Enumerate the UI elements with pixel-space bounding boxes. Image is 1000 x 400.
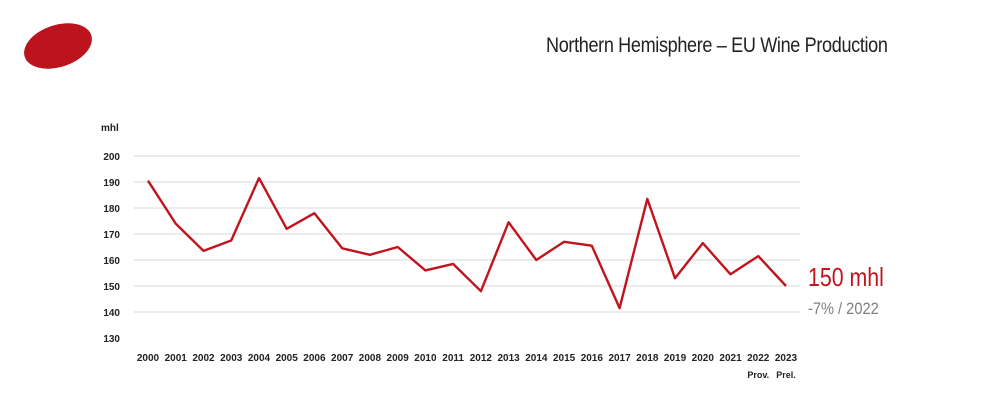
page-title: Northern Hemisphere – EU Wine Production <box>546 34 888 57</box>
x-tick-label: 2008 <box>359 353 382 364</box>
x-tick-label: 2009 <box>387 353 410 364</box>
x-tick-label: 2011 <box>442 353 464 364</box>
x-tick-label: 2021 <box>719 353 742 364</box>
x-tick-note: Prov. <box>747 370 769 380</box>
x-tick-label: 2010 <box>414 353 437 364</box>
series-line <box>146 176 787 310</box>
x-tick-label: 2005 <box>276 353 299 364</box>
x-tick-label: 2002 <box>192 353 215 364</box>
x-tick-label: 2018 <box>636 353 659 364</box>
x-tick-label: 2007 <box>331 353 354 364</box>
x-tick-label: 2022 <box>747 353 770 364</box>
x-tick-label: 2016 <box>581 353 604 364</box>
x-tick-label: 2001 <box>165 353 188 364</box>
y-tick-label: 190 <box>103 178 120 189</box>
x-tick-label: 2013 <box>497 353 520 364</box>
y-tick-label: 150 <box>103 282 120 293</box>
y-tick-label: 130 <box>103 334 120 345</box>
x-tick-label: 2003 <box>220 353 243 364</box>
y-axis-unit-label: mhl <box>101 123 119 134</box>
x-tick-label: 2004 <box>248 353 271 364</box>
y-tick-label: 170 <box>103 230 120 241</box>
x-tick-note: Prel. <box>776 370 796 380</box>
x-tick-label: 2014 <box>525 353 548 364</box>
y-tick-label: 140 <box>103 308 120 319</box>
red-oval-logo-icon <box>22 22 94 70</box>
x-tick-label: 2012 <box>470 353 493 364</box>
latest-value-callout: 150 mhl <box>808 262 884 292</box>
x-tick-label: 2006 <box>303 353 326 364</box>
x-tick-label: 2015 <box>553 353 576 364</box>
x-tick-label: 2017 <box>608 353 631 364</box>
x-tick-label: 2000 <box>137 353 160 364</box>
y-tick-label: 160 <box>103 256 120 267</box>
y-tick-label: 200 <box>103 152 120 163</box>
x-tick-label: 2023 <box>775 353 798 364</box>
x-tick-label: 2020 <box>692 353 715 364</box>
change-vs-previous-year: -7% / 2022 <box>808 299 879 318</box>
x-tick-label: 2019 <box>664 353 687 364</box>
y-tick-label: 180 <box>103 204 120 215</box>
